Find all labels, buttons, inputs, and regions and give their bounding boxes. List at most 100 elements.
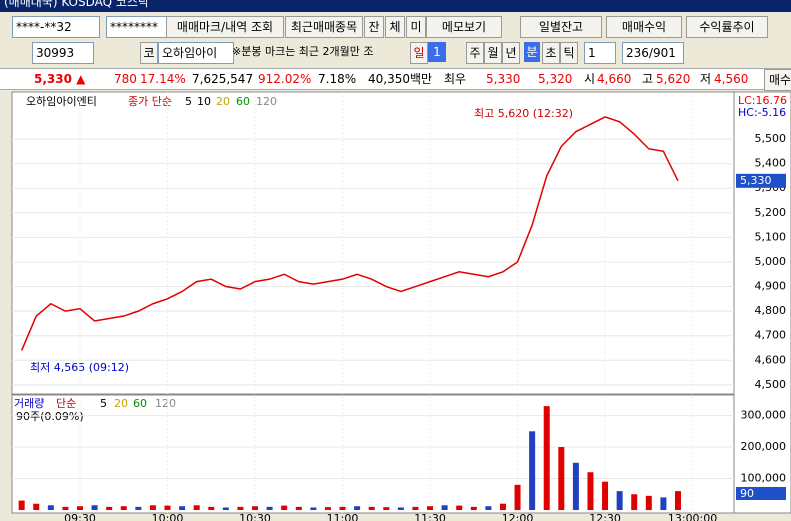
low-label: 저 bbox=[700, 72, 712, 86]
button[interactable]: 잔 bbox=[364, 16, 384, 38]
last-price-tag bbox=[736, 173, 786, 188]
period[interactable]: 초 bbox=[542, 42, 560, 64]
volume-bar bbox=[266, 506, 273, 510]
open: 4,660 bbox=[597, 72, 632, 86]
volume-bar bbox=[106, 506, 113, 510]
volume-bar bbox=[339, 506, 346, 510]
y-tick-label: 5,400 bbox=[755, 157, 787, 170]
code[interactable]: 30993 bbox=[32, 42, 94, 64]
button[interactable]: 체 bbox=[385, 16, 405, 38]
button[interactable]: 일별잔고 bbox=[520, 16, 602, 38]
x-tick-label: 11:00 bbox=[327, 512, 359, 521]
last-volume-label: 90 bbox=[740, 487, 754, 500]
button[interactable]: 매매마크/내역 조회 bbox=[166, 16, 284, 38]
x-tick-label: 10:30 bbox=[239, 512, 271, 521]
volume-bar bbox=[441, 505, 448, 510]
volume-bar bbox=[412, 506, 419, 510]
volume-bar bbox=[33, 503, 40, 510]
y-tick-label: 300,000 bbox=[741, 409, 787, 422]
volume-bar bbox=[558, 447, 565, 510]
price-panel bbox=[11, 91, 735, 395]
x-tick-label: 10:00 bbox=[152, 512, 184, 521]
period[interactable]: 일 bbox=[410, 42, 428, 64]
volume: 7,625,547 bbox=[192, 72, 254, 86]
volume-bar bbox=[470, 506, 477, 510]
name[interactable]: 오하임아이 bbox=[158, 42, 234, 64]
period[interactable]: 틱 bbox=[560, 42, 578, 64]
y-tick-label: 100,000 bbox=[741, 472, 787, 485]
change-pct: 17.14% bbox=[140, 72, 186, 86]
volume-bar bbox=[543, 406, 550, 510]
legend: 5 bbox=[185, 95, 192, 108]
volume-legend: 20 bbox=[114, 397, 128, 410]
min-note: 최저 4,565 (09:12) bbox=[30, 361, 129, 374]
volume-bar bbox=[324, 507, 331, 510]
legend: 종가 단순 bbox=[128, 95, 172, 108]
volume-bar bbox=[135, 506, 142, 510]
volume-bar bbox=[222, 507, 229, 510]
axis-panel bbox=[733, 91, 791, 514]
button[interactable]: 매매수익 bbox=[606, 16, 682, 38]
period[interactable]: 1 bbox=[428, 42, 446, 62]
interval[interactable]: 1 bbox=[584, 42, 616, 64]
volume-legend: 120 bbox=[155, 397, 176, 410]
ask: 5,330 bbox=[486, 72, 521, 86]
order-button[interactable]: 매수 bbox=[764, 69, 791, 91]
volume-bar bbox=[456, 505, 463, 510]
volume-bar bbox=[397, 507, 404, 510]
volume-bar bbox=[587, 472, 594, 510]
lc: LC:16.76 bbox=[738, 94, 787, 107]
count: 236/901 bbox=[622, 42, 684, 64]
button[interactable]: 메모보기 bbox=[426, 16, 502, 38]
volume-bar bbox=[616, 491, 623, 510]
volume-panel bbox=[11, 394, 735, 514]
window-title: (매매대국) KOSDAQ 코스닥 bbox=[0, 0, 791, 12]
period[interactable]: 월 bbox=[484, 42, 502, 64]
volume-bar bbox=[295, 506, 302, 510]
x-tick-label: 12:30 bbox=[589, 512, 621, 521]
volume-legend: 5 bbox=[100, 397, 107, 410]
y-tick-label: 5,100 bbox=[755, 230, 787, 243]
x-tick-label: 11:30 bbox=[414, 512, 446, 521]
volume-bar bbox=[281, 505, 288, 510]
volume-bar bbox=[47, 505, 54, 510]
volume-bar bbox=[572, 462, 579, 510]
volume-bar bbox=[631, 494, 638, 510]
amount: 40,350백만 bbox=[368, 72, 433, 86]
y-tick-label: 5,200 bbox=[755, 206, 787, 219]
password[interactable]: ******** bbox=[106, 16, 170, 38]
y-tick-label: 4,700 bbox=[755, 329, 787, 342]
bid: 5,320 bbox=[538, 72, 573, 86]
best-label: 최우 bbox=[444, 72, 467, 86]
volume-bar bbox=[164, 505, 171, 510]
quote-bar bbox=[0, 68, 791, 90]
y-tick-label: 4,800 bbox=[755, 304, 787, 317]
volume-bar bbox=[237, 506, 244, 510]
volume-bar bbox=[310, 507, 317, 510]
price: 5,330 ▲ bbox=[34, 72, 86, 86]
last-price-label: 5,330 bbox=[740, 174, 772, 187]
volume-bar bbox=[485, 506, 492, 510]
period[interactable]: 분 bbox=[524, 42, 540, 62]
button[interactable]: 최근매매종목 bbox=[285, 16, 363, 38]
volume-bar bbox=[252, 506, 259, 510]
volume-bar bbox=[149, 505, 156, 510]
legend: 10 bbox=[197, 95, 211, 108]
legend: 20 bbox=[216, 95, 230, 108]
volume-note: 90주(0.09%) bbox=[16, 410, 84, 423]
volume-bar bbox=[529, 431, 536, 510]
period[interactable]: 주 bbox=[466, 42, 484, 64]
high: 5,620 bbox=[656, 72, 691, 86]
volume-bar bbox=[354, 506, 361, 510]
legend: 오하임아이엔티 bbox=[26, 94, 97, 108]
y-tick-label: 5,500 bbox=[755, 132, 787, 145]
y-tick-label: 4,500 bbox=[755, 378, 787, 391]
turnover: 7.18% bbox=[318, 72, 357, 86]
button[interactable]: 미 bbox=[406, 16, 426, 38]
button[interactable]: 수익률추이 bbox=[686, 16, 768, 38]
y-tick-label: 4,900 bbox=[755, 280, 787, 293]
account-id[interactable]: ****-**32 bbox=[12, 16, 100, 38]
hc: HC:-5.16 bbox=[738, 106, 786, 119]
volume-bar bbox=[383, 507, 390, 510]
period[interactable]: 년 bbox=[502, 42, 520, 64]
